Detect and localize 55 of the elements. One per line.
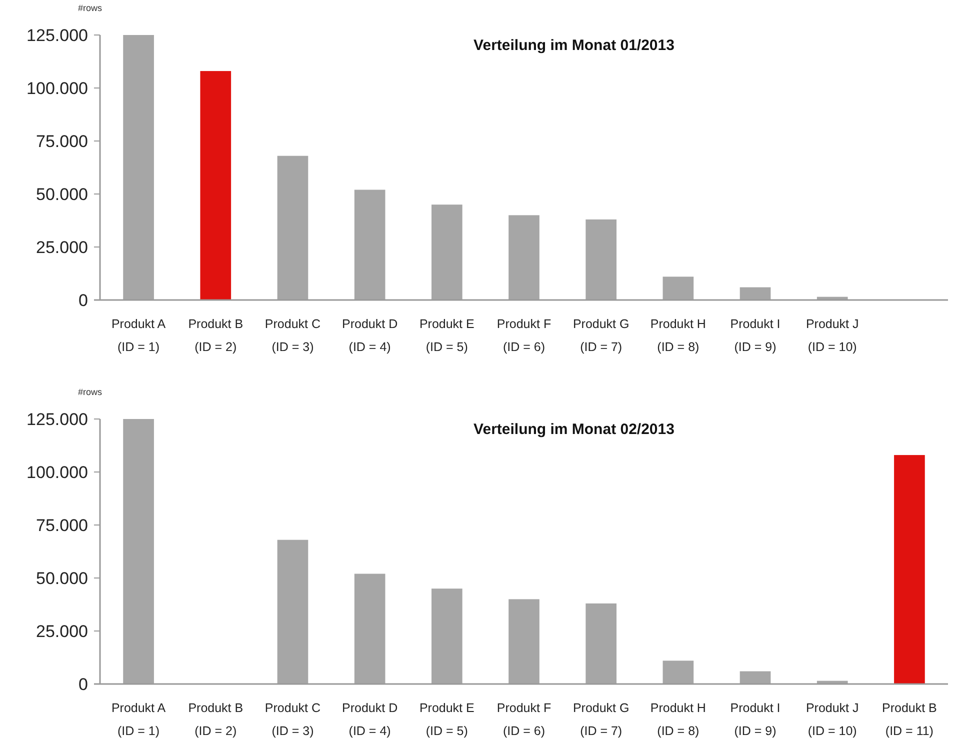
x-tick-label: Produkt A (ID = 1) (111, 701, 166, 738)
bar (740, 287, 771, 300)
y-tick-label: 25.000 (36, 622, 88, 641)
y-tick-label: 0 (78, 674, 88, 694)
x-tick-label: Produkt G (ID = 7) (572, 317, 630, 354)
y-axis-title: #rows (78, 387, 103, 397)
bar (508, 215, 540, 300)
x-tick-label: Produkt I (ID = 9) (730, 701, 780, 738)
bar (586, 603, 617, 684)
bar (354, 190, 386, 300)
bar (277, 156, 308, 300)
x-tick-label: Produkt J (ID = 10) (806, 317, 859, 354)
x-tick-label: Produkt J (ID = 10) (806, 701, 859, 738)
y-tick-label: 25.000 (36, 238, 88, 257)
x-tick-label: Produkt B (ID = 2) (188, 317, 244, 354)
x-tick-label: Produkt F (ID = 6) (496, 701, 552, 738)
bar (354, 574, 386, 684)
bar (200, 71, 232, 300)
x-tick-label: Produkt B (ID = 2) (188, 701, 244, 738)
chart-title: Verteilung im Monat 02/2013 (474, 421, 674, 438)
y-tick-label: 75.000 (36, 516, 88, 535)
x-tick-label: Produkt D (ID = 4) (342, 317, 398, 354)
y-tick-label: 125.000 (26, 26, 88, 45)
bar (662, 276, 694, 300)
x-tick-label: Produkt H (ID = 8) (650, 317, 706, 354)
x-tick-label: Produkt I (ID = 9) (730, 317, 780, 354)
x-tick-label: Produkt A (ID = 1) (111, 317, 166, 354)
y-tick-label: 50.000 (36, 568, 88, 588)
x-tick-label: Produkt F (ID = 6) (496, 317, 552, 354)
y-tick-label: 50.000 (36, 184, 88, 204)
x-tick-label: Produkt E (ID = 5) (419, 701, 474, 738)
bar (662, 660, 694, 684)
y-tick-label: 100.000 (26, 78, 88, 98)
chart-title: Verteilung im Monat 01/2013 (474, 37, 674, 54)
bar (894, 455, 925, 684)
bar (740, 671, 771, 684)
x-tick-label: Produkt G (ID = 7) (572, 701, 630, 738)
x-tick-label: Produkt H (ID = 8) (650, 701, 706, 738)
bar (123, 419, 154, 684)
x-tick-label: Produkt E (ID = 5) (419, 317, 474, 354)
bar (586, 219, 617, 300)
bar (123, 35, 154, 300)
bar (431, 204, 462, 300)
bar (431, 588, 462, 684)
y-tick-label: 75.000 (36, 132, 88, 151)
x-tick-label: Produkt D (ID = 4) (342, 701, 398, 738)
y-tick-label: 0 (78, 290, 88, 310)
bar (508, 599, 540, 684)
y-axis-title: #rows (78, 3, 103, 13)
y-tick-label: 125.000 (26, 410, 88, 429)
x-tick-label: Produkt B (ID = 11) (882, 701, 937, 738)
x-tick-label: Produkt C (ID = 3) (264, 701, 321, 738)
y-tick-label: 100.000 (26, 462, 88, 482)
x-tick-label: Produkt C (ID = 3) (264, 317, 321, 354)
bar (277, 540, 308, 684)
